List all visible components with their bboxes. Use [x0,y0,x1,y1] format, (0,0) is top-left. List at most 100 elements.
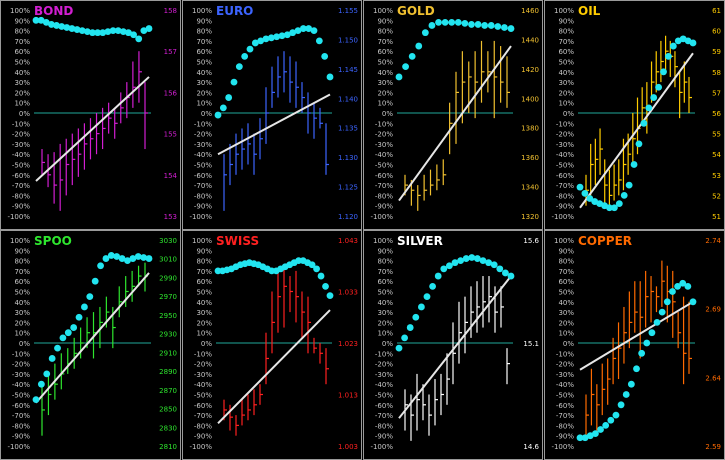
pct-tick-label: 10% [558,100,574,108]
pct-tick-label: -20% [12,131,30,139]
oscillator-dot [70,324,78,331]
price-tick-label: 58 [712,69,721,77]
pct-tick-label: 60% [14,278,30,286]
oscillator-dot [246,45,254,53]
oscillator-dot [310,27,318,34]
panel-border [363,0,543,230]
pct-tick-label: 50% [558,59,574,67]
oscillator-dot [102,255,110,262]
oscillator-dot [653,319,661,326]
pct-tick-label: -50% [12,392,30,400]
price-tick-label: 1.013 [338,392,358,400]
oscillator-dot [620,192,628,199]
pct-tick-label: -60% [12,172,30,180]
pct-tick-label: 80% [14,28,30,36]
pct-tick-label: -10% [12,350,30,358]
panel-title: SWISS [216,234,259,248]
trend-line [579,300,694,371]
oscillator-dot [125,29,132,37]
oscillator-dot [635,140,643,148]
pct-tick-label: 100% [192,7,212,15]
price-tick-label: 154 [164,172,178,180]
price-tick-label: 2990 [159,274,177,282]
pct-tick-label: -80% [194,192,212,200]
pct-tick-label: -70% [556,412,574,420]
oscillator-dot [140,254,148,261]
price-tick-label: 52 [712,192,721,200]
oscillator-dot [402,63,409,71]
pct-tick-label: 100% [373,7,393,15]
price-tick-label: 2950 [159,312,177,320]
pct-tick-label: 70% [14,38,30,46]
pct-tick-label: 90% [196,247,212,255]
panel-title: BOND [34,4,73,18]
pct-tick-label: -30% [194,371,212,379]
price-tick-label: 1.023 [338,340,358,348]
price-tick-label: 1440 [521,36,539,44]
panel-silver: 100% 90% 80% 70% 60% 50% 40% 30% 20% 10% 0% -10% -20… [363,230,543,460]
oscillator-dot [415,42,423,50]
oscillator-dot [441,18,449,26]
price-tick-label: 1460 [521,7,539,15]
price-tick-label: 1320 [521,213,539,221]
pct-tick-label: 70% [558,268,574,276]
oscillator-dot [669,42,677,50]
pct-tick-label: 50% [196,59,212,67]
pct-tick-label: 20% [558,319,574,327]
price-tick-label: 2.74 [705,237,721,245]
pct-tick-label: 80% [558,258,574,266]
oscillator-dot [602,422,610,429]
pct-tick-label: -70% [12,412,30,420]
pct-tick-label: -10% [556,350,574,358]
pct-tick-label: 10% [558,330,574,338]
panel-swiss: 100% 90% 80% 70% 60% 50% 40% 30% 20% 10% 0% -10% -20… [182,230,362,460]
pct-tick-label: -80% [12,192,30,200]
oscillator-dot [43,370,51,378]
pct-tick-label: 50% [196,289,212,297]
pct-tick-label: 90% [558,17,574,25]
pct-tick-label: 80% [558,28,574,36]
price-tick-label: 14.6 [523,443,539,451]
oscillator-dot [59,334,67,342]
pct-tick-label: 20% [196,89,212,97]
pct-tick-label: 60% [558,48,574,56]
pct-tick-label: -20% [556,361,574,369]
oscillator-dot [581,434,589,442]
pct-tick-label: 80% [196,258,212,266]
pct-tick-label: -90% [194,433,212,441]
price-tick-label: 1.135 [338,125,358,133]
price-tick-label: 2.59 [705,443,721,451]
pct-tick-label: 20% [14,319,30,327]
pct-tick-label: 40% [196,299,212,307]
pct-tick-label: 0% [563,340,574,348]
price-tick-label: 1.140 [338,95,358,103]
oscillator-dot [643,339,651,347]
pct-tick-label: -20% [12,361,30,369]
pct-tick-label: 50% [14,59,30,67]
oscillator-dot [606,204,613,212]
oscillator-dot [581,189,589,197]
trend-line [398,275,512,419]
oscillator-dot [53,22,60,29]
oscillator-dot [679,279,687,287]
oscillator-dot [322,282,329,290]
pct-tick-label: -70% [375,412,393,420]
panel-title: EURO [216,4,253,18]
pct-tick-label: 30% [558,309,574,317]
pct-tick-label: -100% [189,213,212,221]
oscillator-dot [625,181,633,189]
oscillator-dot [257,37,265,45]
pct-tick-label: 40% [558,69,574,77]
oscillator-dot [435,18,442,26]
oscillator-dot [305,25,313,32]
pct-tick-label: 40% [377,69,393,77]
pct-tick-label: 90% [377,247,393,255]
oscillator-dot [315,37,323,45]
oscillator-dot [501,24,508,31]
oscillator-dot [321,52,329,60]
oscillator-dot [54,344,61,352]
oscillator-dot [457,257,464,264]
oscillator-dot [610,204,618,212]
oscillator-dot [94,29,102,37]
oscillator-dot [86,293,94,301]
